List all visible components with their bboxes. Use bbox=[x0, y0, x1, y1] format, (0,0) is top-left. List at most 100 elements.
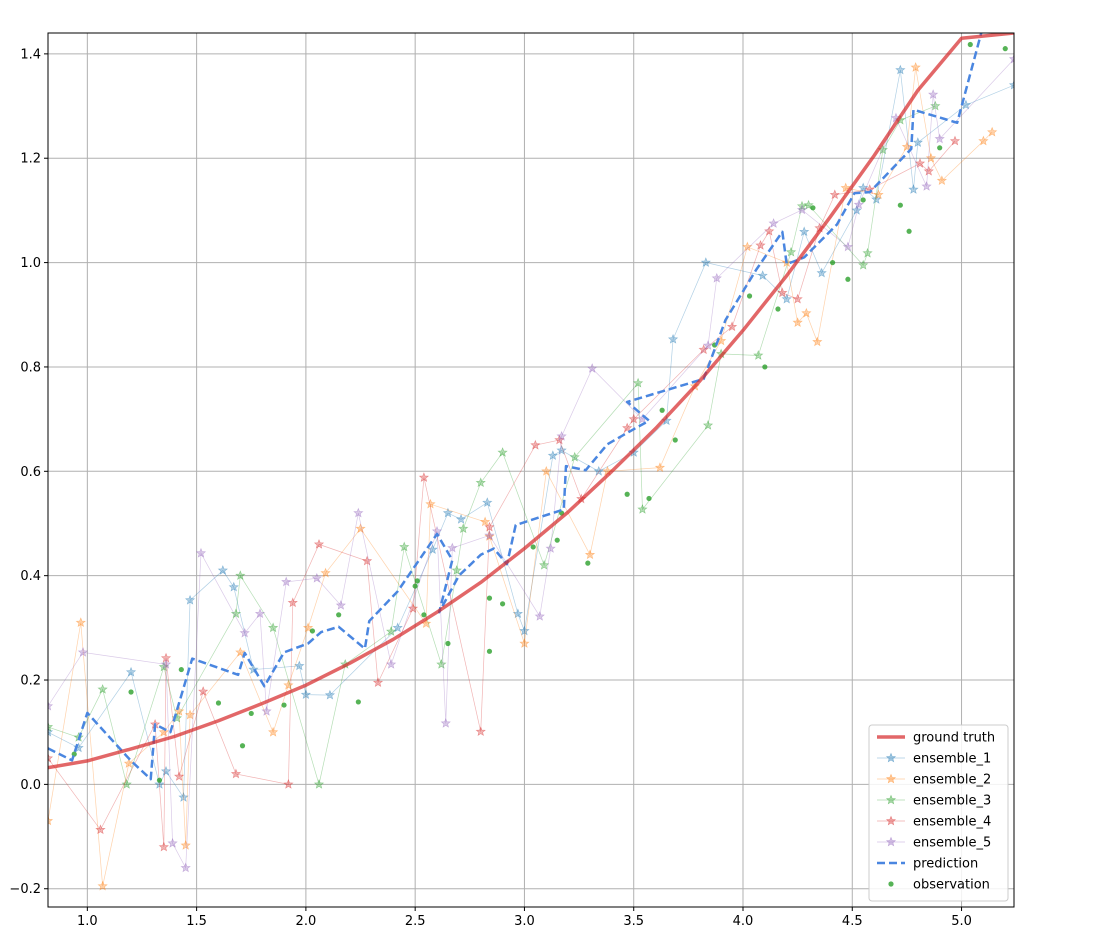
ensemble_5-point bbox=[796, 204, 808, 215]
legend-item: ground truth bbox=[877, 731, 995, 746]
ensemble_3-point bbox=[48, 721, 54, 732]
legend-label: observation bbox=[913, 878, 990, 893]
observation-point bbox=[248, 710, 254, 717]
ensemble_5-point bbox=[440, 717, 451, 728]
ensemble_3-point bbox=[451, 565, 462, 575]
ensemble_4-point bbox=[230, 768, 242, 779]
x-tick-label: 2.0 bbox=[296, 914, 317, 929]
ensemble_2-point bbox=[742, 241, 753, 252]
ensemble_4-point bbox=[792, 293, 803, 304]
ensemble_1-point bbox=[816, 267, 827, 278]
ensemble_4-point bbox=[158, 841, 169, 852]
legend-handle-marker bbox=[885, 836, 897, 847]
legend: ground truth ensemble_1 ensemble_2 ensemble… bbox=[868, 724, 1009, 902]
ensemble_3-point bbox=[475, 477, 486, 488]
observation-point bbox=[421, 612, 427, 618]
ensemble_5-point bbox=[556, 430, 567, 441]
ensemble_5-point bbox=[484, 530, 495, 540]
ensemble_3-point bbox=[753, 350, 764, 360]
observation-point bbox=[897, 202, 903, 208]
ensemble_1-point bbox=[593, 465, 604, 476]
ensemble_2-point bbox=[302, 622, 314, 633]
observation-point bbox=[156, 777, 163, 783]
ensemble_5-point bbox=[48, 700, 54, 711]
ensemble_3-point bbox=[862, 247, 873, 258]
observation-point bbox=[810, 205, 816, 211]
ensemble_3-point bbox=[267, 622, 279, 633]
ensemble_5-point bbox=[261, 705, 272, 716]
ensemble_5-point bbox=[711, 272, 722, 283]
legend-label: ensemble_1 bbox=[913, 752, 991, 767]
ensemble_4-point bbox=[554, 434, 565, 445]
legend-item: ensemble_1 bbox=[877, 752, 991, 767]
ensemble_5-point bbox=[842, 241, 854, 252]
legend-handle-marker bbox=[888, 881, 894, 887]
series-prediction-line bbox=[48, 33, 983, 781]
ensemble_2-point bbox=[267, 726, 279, 737]
observation-point bbox=[860, 197, 866, 203]
legend-handle-marker bbox=[885, 794, 897, 805]
observation-point bbox=[624, 491, 630, 497]
observation-point bbox=[336, 612, 342, 618]
observation-point bbox=[414, 578, 420, 584]
ensemble_3-point bbox=[158, 661, 169, 672]
ensemble_2-point bbox=[184, 709, 196, 720]
ensemble_2-point bbox=[901, 141, 913, 152]
series-ensemble_2 bbox=[48, 62, 998, 891]
ensemble_1-point bbox=[858, 182, 869, 193]
ensemble_1-point bbox=[799, 226, 810, 237]
ensemble_2-point bbox=[48, 815, 54, 826]
ensemble_2-point bbox=[355, 523, 366, 534]
ensemble_4-point bbox=[628, 413, 639, 424]
ensemble_5-line bbox=[48, 58, 1014, 870]
observation-point bbox=[281, 702, 287, 708]
ensemble_5-point bbox=[195, 547, 207, 558]
series-ground-truth-line bbox=[48, 33, 1014, 770]
ensemble_4-point bbox=[914, 158, 926, 168]
ensemble_5-point bbox=[353, 507, 364, 518]
ensemble_2-point bbox=[97, 880, 108, 891]
grid bbox=[48, 33, 1014, 907]
ensemble_1-point bbox=[392, 622, 403, 633]
x-tick-label: 4.0 bbox=[733, 914, 754, 929]
ensemble_5-point bbox=[77, 646, 89, 657]
ensemble_1-point bbox=[294, 660, 305, 671]
observation-point bbox=[646, 495, 652, 502]
ensemble_5-point bbox=[853, 199, 864, 210]
observation-layer bbox=[71, 41, 1008, 783]
ensemble_4-point bbox=[173, 771, 185, 781]
ensemble_2-point bbox=[283, 679, 294, 690]
ensemble_1-point bbox=[895, 64, 906, 75]
ensemble_4-point bbox=[829, 189, 840, 200]
ensemble_1-point bbox=[228, 581, 239, 592]
ensemble_1-point bbox=[442, 507, 454, 518]
ensemble_4-point bbox=[484, 521, 495, 532]
ensemble_3-point bbox=[313, 778, 325, 789]
observation-point bbox=[762, 364, 768, 370]
ensemble_1-point bbox=[178, 791, 189, 802]
legend-box bbox=[868, 724, 1009, 902]
ensemble_4-point bbox=[949, 135, 961, 146]
ensemble_5-point bbox=[702, 340, 714, 350]
legend-handle-marker bbox=[885, 815, 897, 826]
legend-item: prediction bbox=[877, 857, 978, 872]
ensemble_1-point bbox=[519, 625, 530, 636]
legend-item: ensemble_2 bbox=[877, 773, 991, 788]
x-tick-label: 1.0 bbox=[77, 914, 98, 929]
y-tick-label: 0.2 bbox=[20, 674, 41, 689]
ensemble_1-point bbox=[427, 544, 438, 554]
legend-label: ensemble_2 bbox=[913, 773, 991, 788]
ensemble_1-point bbox=[217, 565, 229, 575]
observation-point bbox=[967, 41, 973, 48]
ensemble_3-point bbox=[235, 570, 246, 581]
ensemble_3-point bbox=[702, 419, 714, 430]
ensemble_3-point bbox=[637, 503, 648, 514]
ensemble_2-point bbox=[158, 726, 169, 737]
ensemble_5-point bbox=[447, 542, 458, 553]
ensemble_4-point bbox=[698, 344, 709, 355]
ensemble_4-point bbox=[764, 225, 775, 236]
ensemble_2-point bbox=[910, 62, 921, 72]
ensemble_1-point bbox=[48, 726, 54, 737]
ensemble_3-point bbox=[930, 100, 941, 111]
observation-point bbox=[486, 595, 493, 601]
